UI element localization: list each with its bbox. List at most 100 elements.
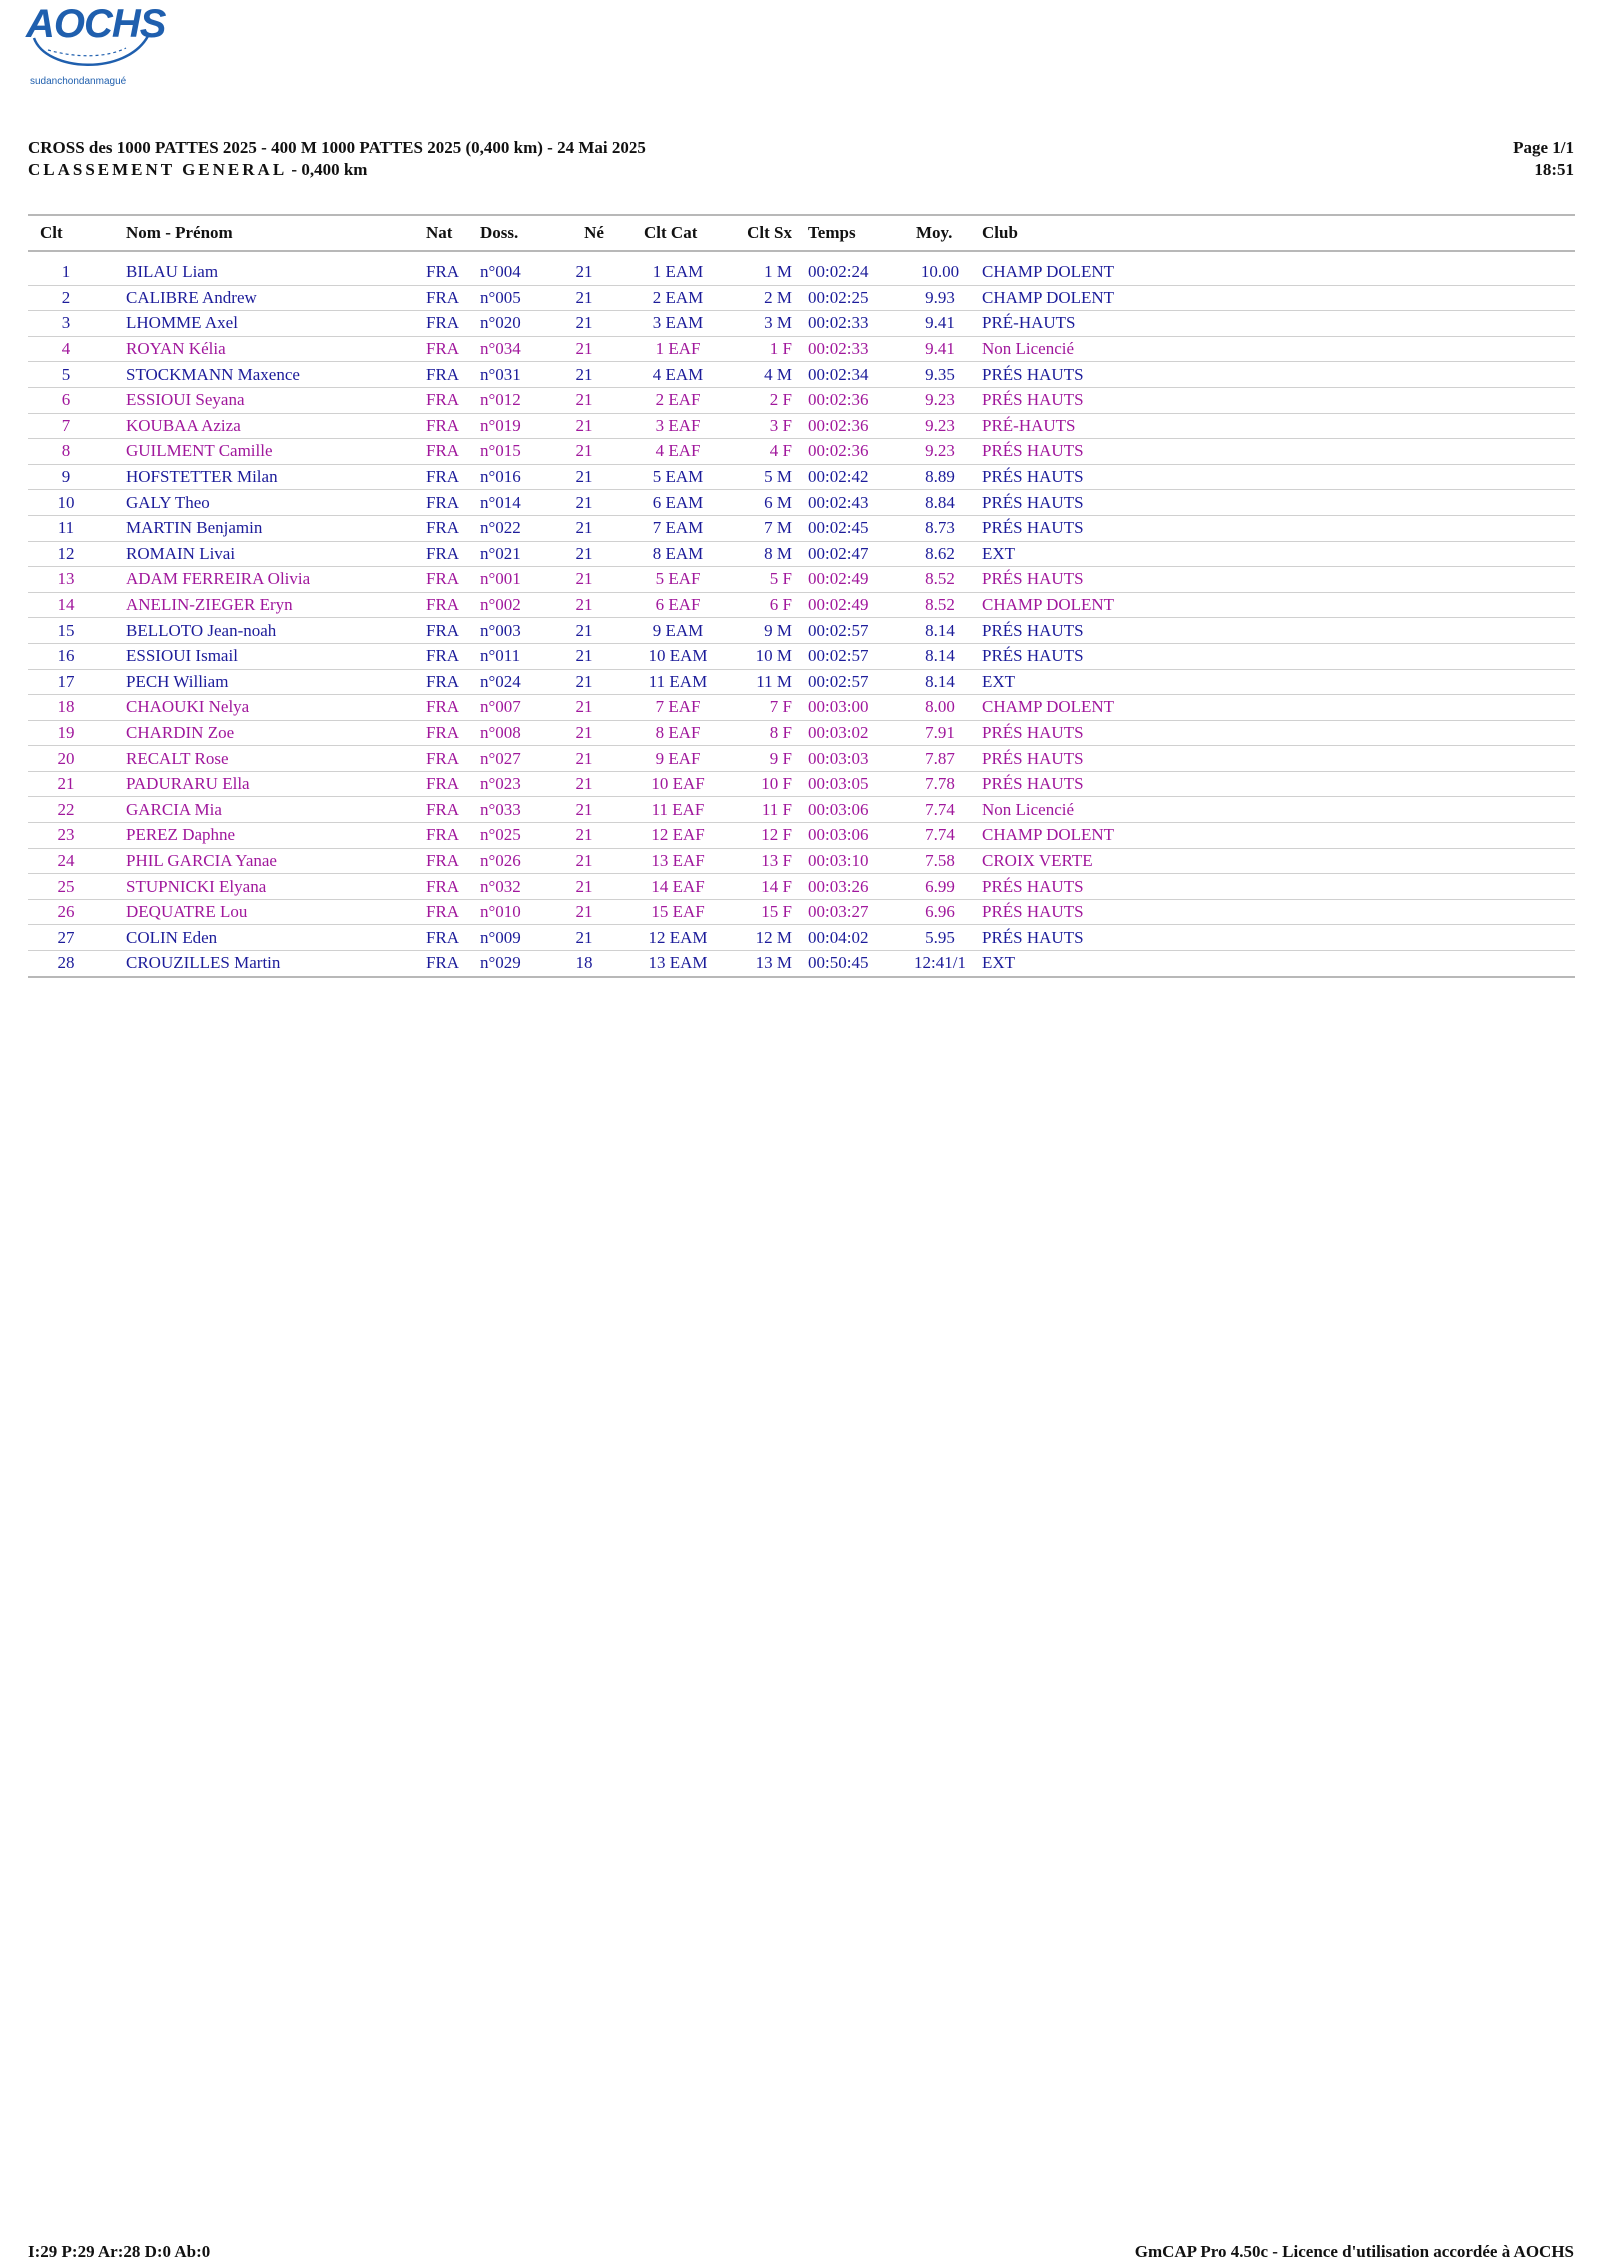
category-rank-cell: 8 EAM [620, 541, 736, 568]
table-row: 5 STOCKMANN Maxence FRA n°031 21 4 EAM 4 M 00:0… [28, 361, 1575, 388]
speed-cell: 8.84 [906, 489, 982, 516]
club-cell: PRÉ-HAUTS [982, 310, 1575, 337]
sex-rank-cell: 6 M [736, 489, 796, 516]
category-rank-cell: 1 EAM [620, 260, 736, 286]
category-rank-cell: 9 EAF [620, 745, 736, 772]
bib-cell: n°031 [480, 361, 568, 388]
name-cell: GARCIA Mia [126, 796, 426, 824]
nationality-cell: FRA [426, 489, 480, 516]
category-rank-cell: 13 EAF [620, 848, 736, 875]
category-rank-cell: 6 EAM [620, 489, 736, 516]
birth-year-cell: 21 [568, 285, 620, 312]
bib-cell: n°005 [480, 285, 568, 312]
rank-cell: 24 [28, 848, 126, 875]
nationality-cell: FRA [426, 848, 480, 875]
speed-cell: 8.00 [906, 694, 982, 721]
category-rank-cell: 10 EAF [620, 771, 736, 798]
sex-rank-cell: 11 M [736, 669, 796, 696]
nationality-cell: FRA [426, 694, 480, 721]
birth-year-cell: 21 [568, 336, 620, 363]
category-rank-cell: 2 EAM [620, 285, 736, 312]
rank-cell: 13 [28, 566, 126, 593]
bib-cell: n°022 [480, 515, 568, 542]
bib-cell: n°007 [480, 694, 568, 721]
bib-cell: n°009 [480, 924, 568, 952]
speed-cell: 9.41 [906, 336, 982, 363]
sex-rank-cell: 12 F [736, 822, 796, 849]
birth-year-cell: 21 [568, 438, 620, 465]
nationality-cell: FRA [426, 413, 480, 440]
time-cell: 00:03:05 [796, 771, 906, 798]
table-row: 6 ESSIOUI Seyana FRA n°012 21 2 EAF 2 F 00:02:3… [28, 387, 1575, 414]
rank-cell: 6 [28, 387, 126, 414]
time-cell: 00:02:24 [796, 260, 906, 286]
sex-rank-cell: 10 F [736, 771, 796, 798]
category-rank-cell: 10 EAM [620, 643, 736, 670]
rank-cell: 10 [28, 489, 126, 516]
bib-cell: n°010 [480, 899, 568, 926]
name-cell: DEQUATRE Lou [126, 899, 426, 926]
bib-cell: n°004 [480, 260, 568, 286]
speed-cell: 7.78 [906, 771, 982, 798]
nationality-cell: FRA [426, 464, 480, 491]
table-row: 16 ESSIOUI Ismail FRA n°011 21 10 EAM 10 M 00:0… [28, 643, 1575, 670]
club-cell: PRÉS HAUTS [982, 873, 1575, 900]
speed-cell: 9.23 [906, 387, 982, 414]
name-cell: GUILMENT Camille [126, 438, 426, 465]
nationality-cell: FRA [426, 899, 480, 926]
name-cell: ROMAIN Livai [126, 541, 426, 568]
birth-year-cell: 21 [568, 643, 620, 670]
name-cell: PEREZ Daphne [126, 822, 426, 849]
time-cell: 00:02:43 [796, 489, 906, 516]
category-rank-cell: 15 EAF [620, 899, 736, 926]
bib-cell: n°014 [480, 489, 568, 516]
rank-cell: 19 [28, 720, 126, 747]
table-row: 19 CHARDIN Zoe FRA n°008 21 8 EAF 8 F 00:03:02 7… [28, 720, 1575, 747]
speed-cell: 8.14 [906, 643, 982, 670]
sex-rank-cell: 4 F [736, 438, 796, 465]
time-cell: 00:03:26 [796, 873, 906, 900]
club-cell: PRÉS HAUTS [982, 361, 1575, 388]
nationality-cell: FRA [426, 361, 480, 388]
time-cell: 00:02:49 [796, 592, 906, 619]
time-cell: 00:02:36 [796, 413, 906, 440]
category-rank-cell: 3 EAF [620, 413, 736, 440]
nationality-cell: FRA [426, 438, 480, 465]
page-title: CROSS des 1000 PATTES 2025 - 400 M 1000 … [28, 138, 646, 157]
birth-year-cell: 21 [568, 413, 620, 440]
header-right: Page 1/1 18:51 [1513, 137, 1574, 181]
subtitle-distance: - 0,400 km [287, 160, 368, 179]
sex-rank-cell: 6 F [736, 592, 796, 619]
name-cell: CALIBRE Andrew [126, 285, 426, 312]
time-cell: 00:02:47 [796, 541, 906, 568]
name-cell: BILAU Liam [126, 260, 426, 286]
category-rank-cell: 11 EAM [620, 669, 736, 696]
birth-year-cell: 21 [568, 899, 620, 926]
category-rank-cell: 12 EAF [620, 822, 736, 849]
rank-cell: 7 [28, 413, 126, 440]
table-row: 7 KOUBAA Aziza FRA n°019 21 3 EAF 3 F 00:02:36 9… [28, 413, 1575, 440]
birth-year-cell: 21 [568, 796, 620, 824]
column-header: Temps [796, 214, 906, 252]
speed-cell: 10.00 [906, 260, 982, 286]
time-cell: 00:03:06 [796, 822, 906, 849]
nationality-cell: FRA [426, 310, 480, 337]
time-cell: 00:02:57 [796, 617, 906, 644]
time-cell: 00:02:33 [796, 310, 906, 337]
bib-cell: n°020 [480, 310, 568, 337]
sex-rank-cell: 13 F [736, 848, 796, 875]
speed-cell: 7.74 [906, 796, 982, 824]
time-cell: 00:02:34 [796, 361, 906, 388]
sex-rank-cell: 7 F [736, 694, 796, 721]
results-table: Clt Nom - Prénom Nat Doss. Né Clt Cat Clt Sx Te… [28, 214, 1575, 978]
birth-year-cell: 21 [568, 873, 620, 900]
rank-cell: 17 [28, 669, 126, 696]
table-row: 3 LHOMME Axel FRA n°020 21 3 EAM 3 M 00:02:33 9.… [28, 310, 1575, 337]
column-header: Clt Cat [620, 214, 736, 252]
bib-cell: n°033 [480, 796, 568, 824]
speed-cell: 8.52 [906, 566, 982, 593]
table-row: 17 PECH William FRA n°024 21 11 EAM 11 M 00:02:… [28, 669, 1575, 696]
table-row: 12 ROMAIN Livai FRA n°021 21 8 EAM 8 M 00:02:47… [28, 541, 1575, 568]
nationality-cell: FRA [426, 566, 480, 593]
